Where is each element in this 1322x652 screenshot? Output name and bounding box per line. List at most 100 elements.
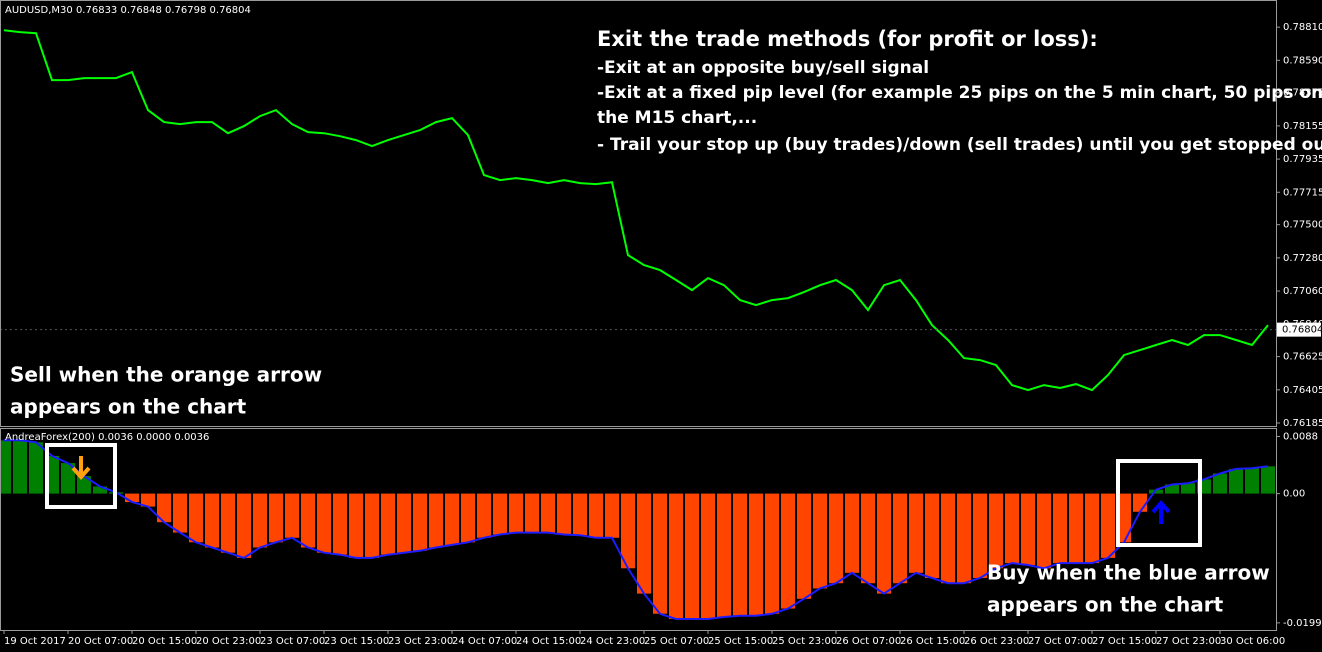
histogram-bar <box>861 493 875 584</box>
histogram-bar <box>301 493 315 548</box>
histogram-bar <box>685 493 699 619</box>
exit-line: -Exit at an opposite buy/sell signal <box>597 58 929 78</box>
histogram-bar <box>1181 483 1195 494</box>
histogram-bar <box>461 493 475 543</box>
x-tick-label: 23 Oct 15:00 <box>324 636 389 647</box>
histogram-bar <box>205 493 219 548</box>
exit-line: - Trail your stop up (buy trades)/down (… <box>597 135 1322 155</box>
histogram-bar <box>525 493 539 533</box>
sell-note: appears on the chart <box>10 395 247 419</box>
histogram-bar <box>429 493 443 548</box>
indicator-line <box>4 439 1269 620</box>
histogram-bar <box>141 493 155 507</box>
histogram-bar <box>509 493 523 533</box>
x-tick-label: 27 Oct 07:00 <box>1028 636 1093 647</box>
y-tick-label: 0.76405 <box>1283 385 1322 396</box>
histogram-bar <box>637 493 651 594</box>
y-tick-label: 0.76185 <box>1283 418 1322 429</box>
histogram-bar <box>493 493 507 535</box>
histogram-bar <box>397 493 411 553</box>
x-tick-label: 20 Oct 23:00 <box>196 636 261 647</box>
sell-signal-box <box>45 443 117 509</box>
x-tick-label: 24 Oct 23:00 <box>580 636 645 647</box>
y-tick-label: 0.0088 <box>1283 431 1318 442</box>
histogram-bar <box>285 493 299 538</box>
histogram-bar <box>909 493 923 573</box>
y-tick-label: 0.78590 <box>1283 55 1322 66</box>
x-tick-label: 27 Oct 15:00 <box>1092 636 1157 647</box>
histogram-bar <box>717 493 731 618</box>
x-tick-label: 26 Oct 15:00 <box>900 636 965 647</box>
buy-signal-box <box>1116 459 1202 547</box>
plot-layer <box>0 29 1276 620</box>
histogram-bar <box>893 493 907 584</box>
y-tick-label: 0.78810 <box>1283 22 1322 33</box>
x-tick-label: 30 Oct 06:00 <box>1220 636 1285 647</box>
histogram-bar <box>941 493 955 584</box>
histogram-bar <box>1133 493 1147 512</box>
histogram-bar <box>77 476 91 494</box>
histogram-bar <box>1101 493 1115 558</box>
price-line <box>3 29 1269 392</box>
histogram-bar <box>1245 468 1259 494</box>
histogram-bar <box>989 493 1003 569</box>
x-tick-label: 25 Oct 23:00 <box>772 636 837 647</box>
buy-note: Buy when the blue arrow <box>987 561 1270 585</box>
histogram-bar <box>1069 493 1083 564</box>
histogram-bar <box>157 493 171 523</box>
histogram-bar <box>749 493 763 616</box>
histogram-bar <box>1261 466 1275 494</box>
histogram-bar <box>1213 473 1227 494</box>
histogram-bar <box>781 493 795 609</box>
buy-arrow <box>1151 499 1171 524</box>
y-tick-label: 0.77500 <box>1283 220 1322 231</box>
histogram-bar <box>733 493 747 616</box>
indicator-header: AndreaForex(200) 0.0036 0.0000 0.0036 <box>5 432 209 443</box>
y-tick-label: 0.77060 <box>1283 286 1322 297</box>
x-tick-label: 24 Oct 07:00 <box>452 636 517 647</box>
histogram-bar <box>237 493 251 558</box>
y-tick-label: 0.78155 <box>1283 121 1322 132</box>
histogram-bar <box>605 493 619 538</box>
histogram-bar <box>829 493 843 584</box>
exit-title: Exit the trade methods (for profit or lo… <box>597 27 1098 51</box>
histogram-bar <box>13 440 27 494</box>
histogram-bar <box>1229 468 1243 494</box>
histogram-bar <box>317 493 331 553</box>
histogram-bar <box>269 493 283 543</box>
histogram-bar <box>365 493 379 558</box>
last-price-box <box>1277 322 1321 337</box>
exit-line: the M15 chart,... <box>597 108 757 128</box>
histogram-bar <box>925 493 939 579</box>
price-panel-frame <box>0 0 1277 427</box>
buy-note: appears on the chart <box>987 593 1224 617</box>
histogram-bar <box>349 493 363 558</box>
last-price-label: 0.76804 <box>1282 325 1322 336</box>
exit-line: -Exit at a fixed pip level (for example … <box>597 83 1322 103</box>
histogram-bar <box>333 493 347 555</box>
x-tick-label: 20 Oct 15:00 <box>132 636 197 647</box>
histogram-bar <box>413 493 427 551</box>
indicator-panel-frame <box>0 428 1277 631</box>
histogram-bar <box>621 493 635 569</box>
x-tick-label: 25 Oct 15:00 <box>708 636 773 647</box>
histogram-bar <box>1037 493 1051 569</box>
histogram-bar <box>1085 493 1099 564</box>
histogram-bar <box>845 493 859 573</box>
histogram-bar <box>1165 484 1179 494</box>
histogram-bar <box>973 493 987 579</box>
histogram-bar <box>1149 489 1163 494</box>
histogram-bar <box>573 493 587 536</box>
y-tick-label: 0.78375 <box>1283 88 1322 99</box>
histogram-bar <box>589 493 603 538</box>
histogram-bar <box>381 493 395 555</box>
x-tick-label: 26 Oct 07:00 <box>836 636 901 647</box>
histogram-bar <box>797 493 811 599</box>
histogram-bar <box>0 440 11 494</box>
histogram-bar <box>957 493 971 584</box>
sell-note: Sell when the orange arrow <box>10 363 322 387</box>
histogram-bar <box>189 493 203 543</box>
x-tick-label: 23 Oct 07:00 <box>260 636 325 647</box>
histogram-bar <box>221 493 235 553</box>
